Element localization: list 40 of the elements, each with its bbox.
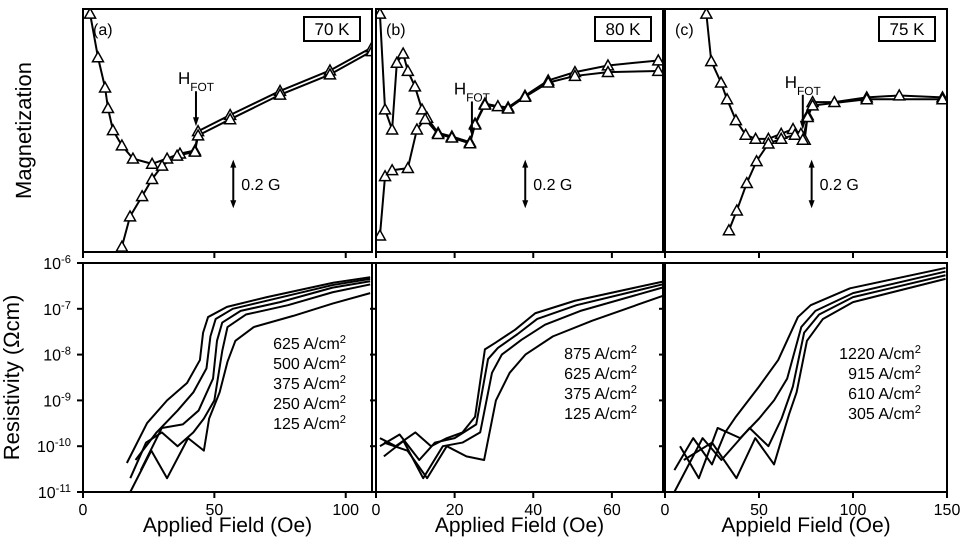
annotation: 500 A/cm$^{2}$ (273, 354, 346, 374)
annotation: 625 A/cm$^{2}$ (564, 364, 637, 384)
annotation: 375 A/cm$^{2}$ (564, 384, 637, 404)
annotation: 375 A/cm$^{2}$ (273, 374, 346, 394)
annotation: 125 A/cm$^{2}$ (564, 404, 637, 424)
annotation: (a) (93, 22, 113, 39)
annotation: 1220 A/cm$^{2}$ (839, 344, 921, 364)
x-axis-title: Appield Field (Oe) (721, 514, 891, 537)
annotation: 125 A/cm$^{2}$ (273, 414, 346, 434)
x-tick-label: 100 (332, 502, 360, 519)
y-tick-label: 10$^{-10}$ (37, 437, 71, 456)
annotation: 305 A/cm$^{2}$ (848, 404, 921, 424)
annotation: 875 A/cm$^{2}$ (564, 344, 637, 364)
annotation: 915 A/cm$^{2}$ (848, 364, 921, 384)
y-axis-title: Magnetization (11, 62, 36, 199)
annotation: 625 A/cm$^{2}$ (273, 334, 346, 354)
annotation: 0.2 G (241, 176, 280, 194)
x-tick-label: 150 (934, 502, 960, 519)
y-axis-title: Resistivity (Ωcm) (0, 294, 24, 460)
annotation: H$_{FOT}$ (178, 69, 214, 94)
annotation: 0.2 G (820, 176, 859, 194)
annotation: 70 K (314, 20, 350, 39)
annotation: 80 K (606, 20, 642, 39)
y-tick-label: 10$^{-8}$ (43, 346, 71, 365)
annotation: 250 A/cm$^{2}$ (273, 394, 346, 414)
y-tick-label: 10$^{-11}$ (38, 483, 71, 502)
annotation: 0.2 G (533, 176, 572, 194)
x-tick-label: 60 (602, 502, 621, 519)
x-tick-label: 0 (78, 502, 88, 519)
x-axis-title: Applied Field (Oe) (142, 514, 312, 537)
annotation: (b) (386, 22, 406, 39)
y-tick-label: 10$^{-7}$ (43, 300, 71, 319)
x-tick-label: 0 (372, 502, 381, 519)
annotation: H$_{FOT}$ (784, 72, 821, 98)
y-tick-label: 10$^{-9}$ (43, 391, 71, 410)
x-tick-label: 0 (660, 502, 670, 519)
annotation: 610 A/cm$^{2}$ (848, 384, 921, 404)
y-tick-label: 10$^{-6}$ (43, 254, 71, 273)
annotation: 75 K (890, 20, 926, 39)
annotation: (c) (675, 22, 694, 39)
